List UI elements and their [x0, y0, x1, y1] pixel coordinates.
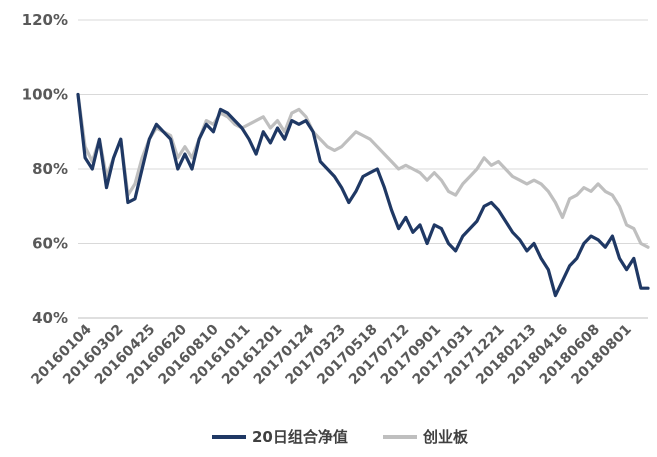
legend-label: 创业板 — [422, 428, 469, 446]
y-tick-label: 40% — [32, 309, 68, 327]
y-tick-label: 60% — [32, 235, 68, 253]
series-line-1 — [76, 92, 650, 249]
series-lines — [76, 92, 650, 298]
gridlines — [78, 19, 648, 244]
x-axis-ticks: 2016010420160302201604252016062020160810… — [28, 321, 634, 388]
y-tick-label: 100% — [22, 86, 68, 104]
y-axis-ticks: 40% 60% 80% 100% 120% — [22, 11, 68, 327]
y-tick-label: 120% — [22, 11, 68, 29]
legend-label: 20日组合净值 — [252, 428, 348, 446]
y-tick-label: 80% — [32, 160, 68, 178]
legend: 20日组合净值 创业板 — [212, 428, 469, 446]
series-line-0 — [76, 92, 650, 298]
